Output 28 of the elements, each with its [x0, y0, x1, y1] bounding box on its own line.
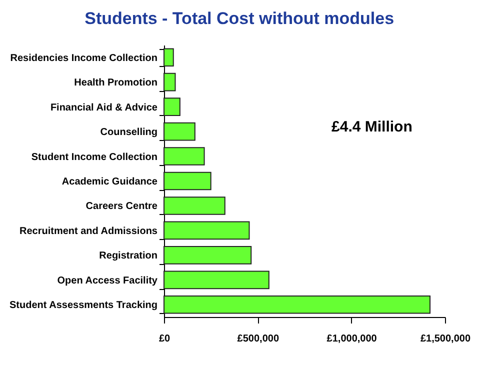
bar [164, 270, 270, 290]
bar [164, 196, 226, 215]
y-tick-label: Careers Centre [86, 201, 158, 212]
chart-title: Students - Total Cost without modules [84, 9, 394, 28]
bar [164, 98, 180, 116]
y-tick-label: Student Assessments Tracking [9, 300, 158, 312]
x-tick-label: £500,000 [237, 334, 280, 344]
bar [164, 72, 176, 92]
x-tick-label: £0 [158, 334, 170, 344]
y-tick-label: Financial Aid & Advice [50, 102, 158, 114]
y-tick-label: Counselling [100, 127, 158, 138]
y-tick-label: Health Promotion [74, 78, 158, 89]
bar [164, 147, 205, 166]
x-tick-label: £1,000,000 [326, 334, 378, 344]
y-tick-label: Recruitment and Admissions [20, 226, 158, 237]
bar [164, 221, 250, 240]
annotation: £4.4 Million [332, 118, 412, 136]
y-tick-label: Open Access Facility [57, 275, 158, 286]
y-tick-label: Residencies Income Collection [10, 52, 158, 64]
y-tick-label: Student Income Collection [31, 152, 158, 163]
y-tick-label: Registration [99, 250, 158, 262]
bar [164, 246, 252, 264]
bar [164, 172, 212, 190]
y-tick-label: Academic Guidance [62, 176, 158, 188]
bar [164, 295, 431, 314]
bar [164, 122, 196, 141]
bar [164, 48, 174, 67]
x-tick-label: £1,500,000 [420, 334, 471, 344]
